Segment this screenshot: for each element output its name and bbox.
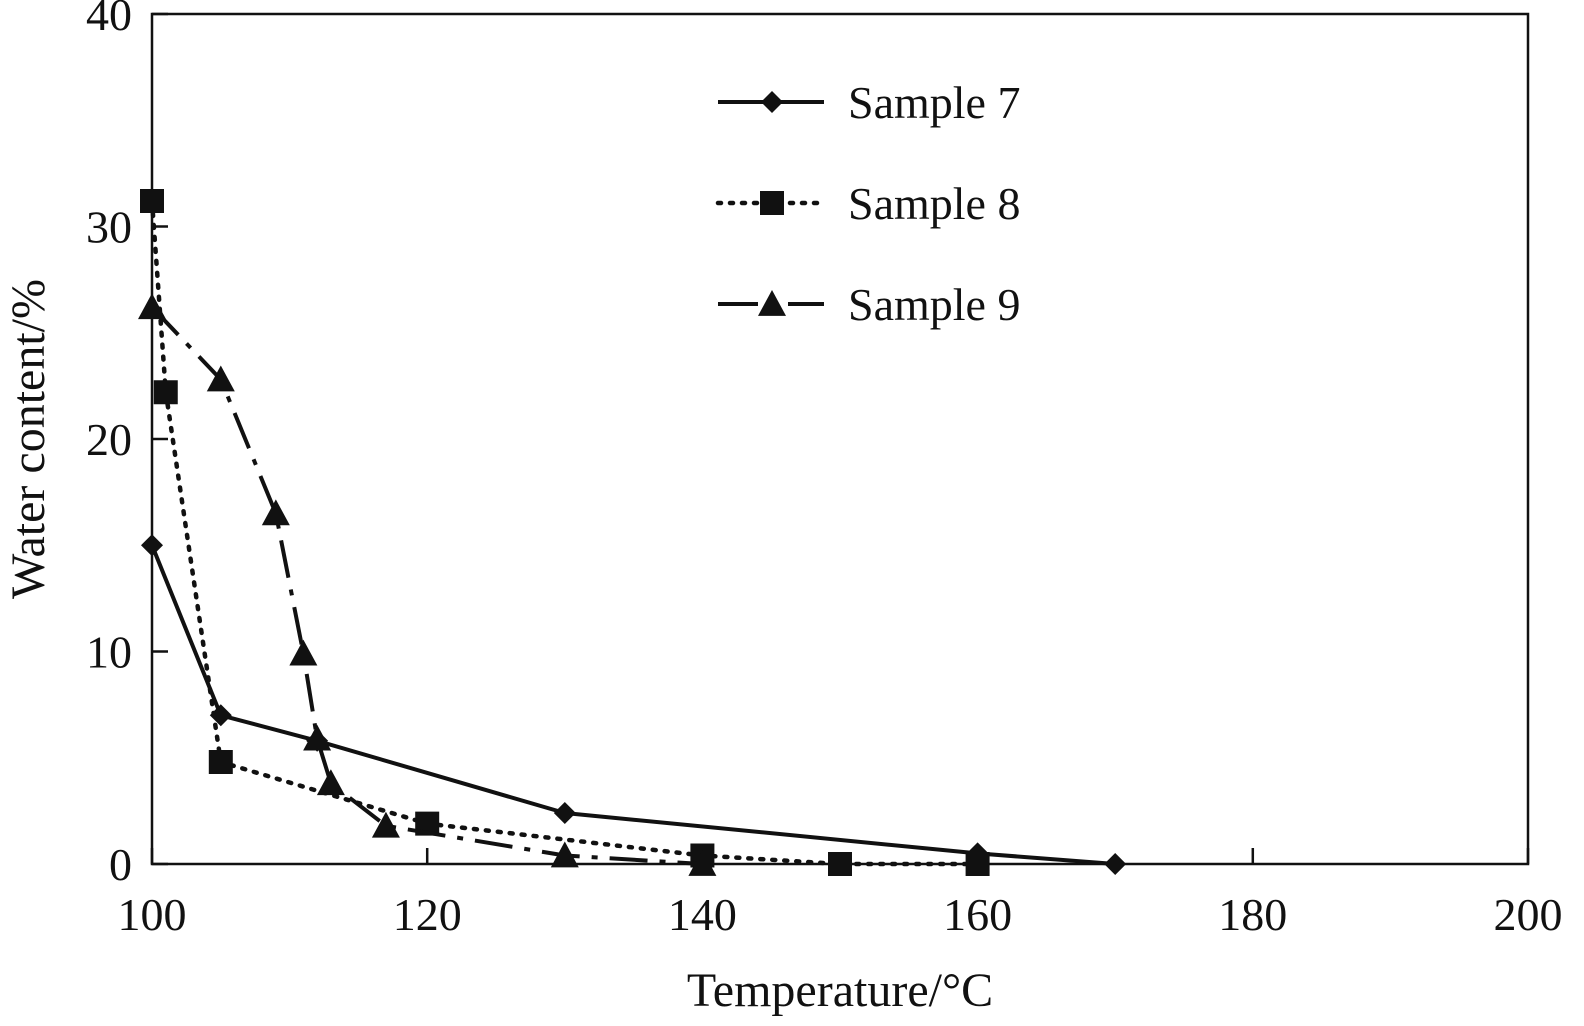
data-point-square	[828, 852, 852, 876]
y-tick-label: 0	[109, 839, 132, 890]
axis-ticks: 100 120 140 160 180 200 0 10 20 30 40	[86, 0, 1563, 940]
data-point-square	[153, 380, 178, 405]
series-sample-8	[140, 189, 990, 876]
data-point-diamond	[1104, 853, 1127, 875]
y-tick-label: 20	[86, 414, 132, 465]
data-point-triangle	[371, 811, 400, 838]
y-axis-title: Water content/%	[2, 279, 55, 599]
data-point-triangle	[289, 639, 318, 666]
y-tick-label: 30	[86, 202, 132, 253]
data-point-triangle	[303, 724, 332, 751]
legend-entry: Sample 7	[718, 77, 1020, 128]
series-layer	[138, 189, 1127, 876]
data-point-triangle	[316, 769, 345, 796]
data-point-diamond	[761, 91, 783, 113]
x-tick-label: 180	[1218, 889, 1287, 940]
data-point-triangle	[550, 841, 579, 868]
data-point-diamond	[141, 534, 163, 557]
x-tick-label: 160	[943, 889, 1012, 940]
data-point-triangle	[261, 499, 290, 526]
legend-entry: Sample 9	[718, 279, 1020, 330]
data-point-square	[140, 189, 164, 213]
data-point-diamond	[553, 802, 576, 824]
x-tick-label: 200	[1494, 889, 1563, 940]
series-sample-9	[138, 293, 717, 876]
y-tick-label: 40	[86, 0, 132, 40]
data-point-triangle	[206, 365, 235, 392]
data-point-square	[965, 852, 990, 876]
x-tick-label: 120	[393, 889, 462, 940]
legend-entry: Sample 8	[715, 178, 1020, 229]
legend-label: Sample 7	[848, 77, 1020, 128]
data-point-triangle	[138, 293, 166, 320]
x-tick-label: 140	[668, 889, 737, 940]
data-point-diamond	[209, 704, 232, 727]
x-tick-label: 100	[118, 889, 187, 940]
series-line	[150, 544, 1116, 866]
data-point-square	[760, 191, 784, 215]
y-tick-label: 10	[86, 627, 132, 678]
data-point-square	[208, 750, 233, 774]
x-axis-title: Temperature/°C	[687, 964, 993, 1017]
data-point-triangle	[688, 850, 717, 876]
legend-label: Sample 8	[848, 178, 1020, 229]
legend-label: Sample 9	[848, 279, 1020, 330]
series-sample-7	[141, 534, 1127, 875]
data-point-triangle	[758, 290, 786, 316]
legend: Sample 7 Sample 8 Sample 9	[715, 77, 1020, 330]
plot-frame	[150, 12, 1530, 866]
series-line	[150, 305, 703, 866]
